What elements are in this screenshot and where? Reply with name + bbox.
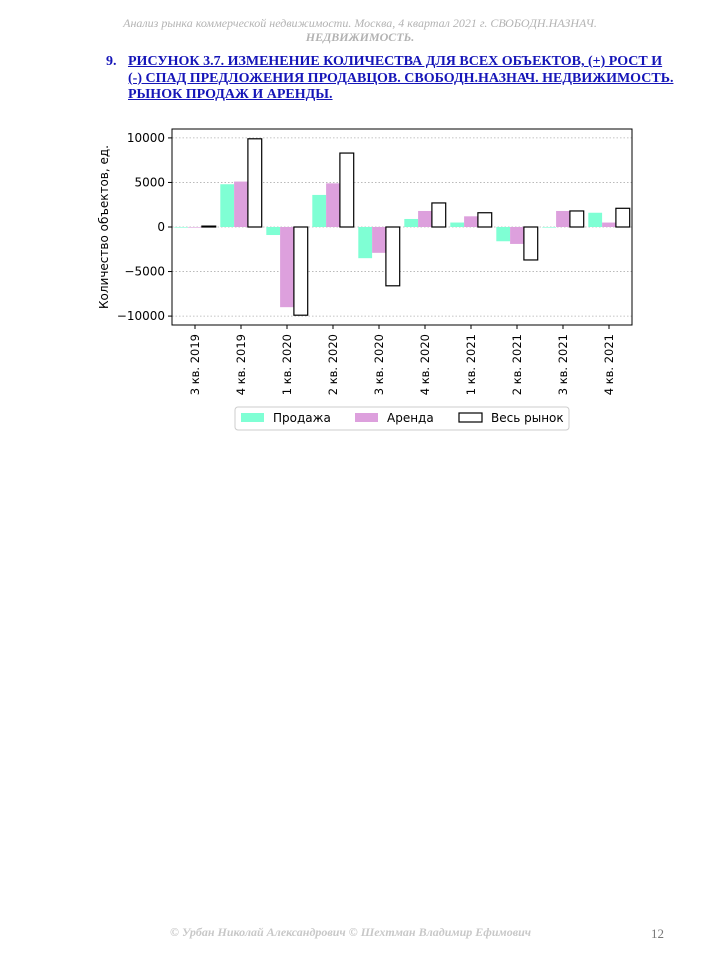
bar-rent: [188, 227, 202, 228]
bar-rent: [326, 183, 340, 227]
bar-rent: [372, 227, 386, 253]
bar-total: [477, 212, 493, 228]
bar-sale: [404, 218, 419, 227]
x-tick-label: 3 кв. 2021: [556, 334, 570, 395]
legend-label: Продажа: [273, 411, 331, 425]
bar-total: [615, 207, 631, 228]
bar-chart: −10000 −5000 0 5000 10000 3 кв. 2019 4 кв. 201…: [97, 128, 633, 431]
x-tick-label: 4 кв. 2019: [234, 334, 248, 395]
bar-total: [431, 202, 447, 228]
header-line-2: НЕДВИЖИМОСТЬ.: [305, 30, 415, 44]
y-tick-label: 5000: [134, 175, 165, 189]
bar-sale: [542, 227, 557, 228]
legend-swatch: [458, 412, 483, 423]
bar-sale: [496, 227, 511, 242]
bar-rent: [234, 181, 248, 227]
y-tick-label: 0: [157, 220, 165, 234]
bar-total: [293, 226, 309, 316]
bar-sale: [588, 212, 603, 227]
legend-label: Весь рынок: [491, 411, 564, 425]
footer-copyright: © Урбан Николай Александрович © Шехтман …: [170, 925, 532, 939]
bar-rent: [464, 216, 478, 227]
figure-caption: РИСУНОК 3.7. ИЗМЕНЕНИЕ КОЛИЧЕСТВА ДЛЯ ВС…: [128, 54, 674, 102]
x-tick-label: 3 кв. 2019: [188, 334, 202, 395]
header-line-1: Анализ рынка коммерческой недвижимости. …: [123, 16, 597, 30]
bar-total: [339, 152, 355, 228]
x-tick-label: 3 кв. 2020: [372, 334, 386, 395]
bar-total: [247, 138, 263, 228]
bar-rent: [510, 227, 524, 244]
page-header: Анализ рынка коммерческой недвижимости. …: [100, 16, 620, 44]
bar-rent: [280, 227, 294, 308]
legend-swatch: [355, 413, 378, 422]
bar-total: [523, 226, 539, 261]
bar-sale: [266, 227, 281, 236]
bar-sale: [450, 222, 465, 227]
y-tick-label: −10000: [117, 309, 165, 323]
caption-number: 9.: [106, 54, 117, 69]
legend-swatch: [241, 413, 264, 422]
page-number: 12: [651, 926, 664, 941]
bar-rent: [418, 210, 432, 227]
x-tick-label: 1 кв. 2020: [280, 334, 294, 395]
bar-sale: [312, 194, 327, 227]
bar-sale: [358, 227, 373, 259]
bar-total: [569, 210, 585, 228]
y-tick-label: 10000: [127, 131, 165, 145]
bar-total: [385, 226, 401, 287]
legend-box: [234, 406, 570, 431]
y-tick-label: −5000: [124, 265, 165, 279]
bar-sale: [174, 227, 189, 228]
x-tick-label: 4 кв. 2020: [418, 334, 432, 395]
x-tick-label: 4 кв. 2021: [602, 334, 616, 395]
x-tick-label: 2 кв. 2020: [326, 334, 340, 395]
bar-rent: [602, 222, 616, 227]
bar-rent: [556, 210, 570, 227]
y-axis-label: Количество объектов, ед.: [97, 145, 111, 309]
bar-sale: [220, 184, 235, 227]
bar-total: [201, 225, 217, 228]
x-tick-label: 2 кв. 2021: [510, 334, 524, 395]
x-tick-label: 1 кв. 2021: [464, 334, 478, 395]
legend-label: Аренда: [387, 411, 434, 425]
